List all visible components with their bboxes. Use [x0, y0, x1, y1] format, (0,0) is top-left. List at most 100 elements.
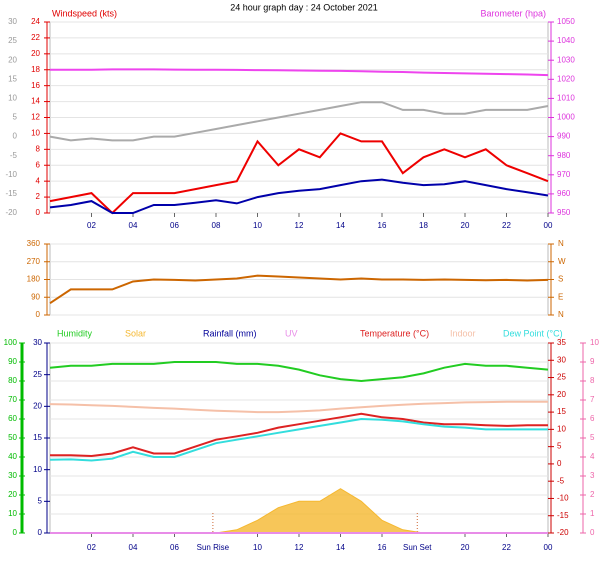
y-tick-label: 20	[8, 55, 17, 64]
legend-entry: Rainfall (mm)	[203, 328, 257, 338]
y-tick-label: 10	[590, 338, 599, 347]
y-tick-label: 0	[557, 459, 562, 468]
y-tick-label: 990	[557, 132, 571, 141]
y-tick-label: 1010	[557, 94, 575, 103]
y-tick-label: -5	[557, 476, 565, 485]
legend-entry: Temperature (°C)	[360, 328, 429, 338]
y-tick-label: 8	[590, 376, 595, 385]
y-tick-label: W	[558, 257, 566, 266]
y-tick-label: 8	[36, 144, 41, 153]
y-tick-label: 30	[8, 471, 17, 480]
y-tick-label: 15	[8, 74, 17, 83]
y-tick-label: 70	[8, 395, 17, 404]
x-tick-label: 02	[87, 221, 96, 230]
y-tick-label: 2	[590, 490, 595, 499]
y-tick-label: 2	[36, 192, 41, 201]
y-tick-label: 3	[590, 471, 595, 480]
y-tick-label: 950	[557, 208, 571, 217]
y-tick-label: 20	[33, 401, 42, 410]
x-tick-label: 22	[502, 221, 511, 230]
y-tick-label: 7	[590, 395, 595, 404]
y-tick-label: 50	[8, 433, 17, 442]
y-tick-label: 30	[8, 17, 17, 26]
y-tick-label: 30	[557, 355, 566, 364]
legend-entry: UV	[285, 328, 298, 338]
x-tick-label: 16	[378, 543, 387, 552]
y-tick-label: 1030	[557, 55, 575, 64]
line-series	[50, 68, 549, 77]
y-tick-label: 0	[590, 528, 595, 537]
y-tick-label: -20	[557, 528, 569, 537]
y-tick-label: 60	[8, 414, 17, 423]
y-tick-label: 22	[31, 33, 40, 42]
sun-label: Sun Set	[403, 543, 432, 552]
y-tick-label: 24	[31, 17, 40, 26]
y-tick-label: -15	[557, 511, 569, 520]
y-tick-label: 6	[36, 160, 41, 169]
chart-title: 24 hour graph day : 24 October 2021	[230, 2, 378, 12]
line-series	[49, 132, 549, 215]
y-tick-label: -20	[5, 208, 17, 217]
y-tick-label: 10	[8, 509, 17, 518]
y-tick-label: 20	[31, 49, 40, 58]
y-tick-label: 35	[557, 338, 566, 347]
y-tick-label: -10	[557, 494, 569, 503]
line-series	[49, 361, 549, 383]
x-tick-label: 00	[544, 221, 553, 230]
line-series	[49, 417, 548, 462]
y-tick-label: 5	[38, 496, 43, 505]
y-tick-label: 14	[31, 97, 40, 106]
y-tick-label: 25	[557, 373, 566, 382]
y-tick-label: 1000	[557, 113, 575, 122]
y-tick-label: 6	[590, 414, 595, 423]
line-series	[49, 101, 549, 142]
x-tick-label: 18	[419, 221, 428, 230]
y-tick-label: 18	[31, 65, 40, 74]
y-tick-label: 0	[36, 208, 41, 217]
y-tick-label: 960	[557, 189, 571, 198]
y-tick-label: 90	[8, 357, 17, 366]
y-tick-label: 1050	[557, 17, 575, 26]
y-tick-label: 16	[31, 81, 40, 90]
legend-entry: Solar	[125, 328, 146, 338]
y-tick-label: 80	[8, 376, 17, 385]
y-tick-label: 10	[33, 465, 42, 474]
x-tick-label: 22	[502, 543, 511, 552]
y-tick-label: -15	[5, 189, 17, 198]
y2-axis-label: Barometer (hpa)	[480, 8, 546, 18]
y-tick-label: 5	[557, 442, 562, 451]
x-tick-label: 12	[295, 221, 304, 230]
y-tick-label: 10	[31, 129, 40, 138]
y-tick-label: 0	[13, 132, 18, 141]
y-axis-label: Windspeed (kts)	[52, 8, 117, 18]
y-tick-label: 5	[13, 113, 18, 122]
x-tick-label: 04	[129, 221, 138, 230]
y-tick-label: 980	[557, 151, 571, 160]
x-tick-label: 04	[129, 543, 138, 552]
line-series	[49, 274, 549, 305]
y-tick-label: E	[558, 292, 563, 301]
y-tick-label: 90	[31, 292, 40, 301]
x-tick-label: 10	[253, 543, 262, 552]
y-tick-label: 10	[8, 94, 17, 103]
y-tick-label: 25	[33, 370, 42, 379]
sun-label: Sun Rise	[197, 543, 230, 552]
y-tick-label: 15	[33, 433, 42, 442]
y-tick-label: 20	[8, 490, 17, 499]
x-tick-label: 14	[336, 543, 345, 552]
x-tick-label: 02	[87, 543, 96, 552]
y-tick-label: 1	[590, 509, 595, 518]
y-tick-label: 15	[557, 407, 566, 416]
legend-entry: Humidity	[57, 328, 93, 338]
line-series	[49, 400, 548, 414]
legend-entry: Dew Point (°C)	[503, 328, 563, 338]
y-tick-label: 1040	[557, 36, 575, 45]
y-tick-label: 20	[557, 390, 566, 399]
y-tick-label: 100	[4, 338, 18, 347]
legend-entry: Indoor	[450, 328, 476, 338]
y-tick-label: 0	[38, 528, 43, 537]
y-tick-label: 25	[8, 36, 17, 45]
x-tick-label: 00	[544, 543, 553, 552]
y-tick-label: 1020	[557, 74, 575, 83]
x-tick-label: 16	[378, 221, 387, 230]
